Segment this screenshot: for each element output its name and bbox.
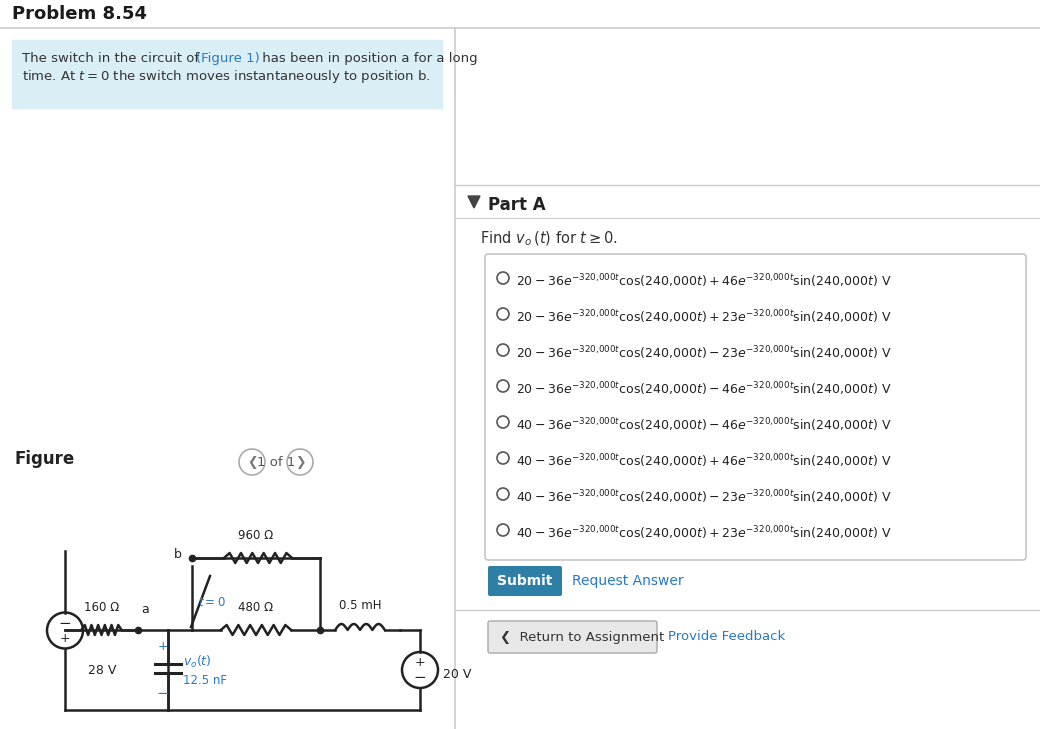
Circle shape [239, 449, 265, 475]
Circle shape [497, 308, 509, 320]
Text: +: + [415, 657, 425, 669]
Text: $20 - 36e^{-320{,}000t}\cos(240{,}000t) - 23e^{-320{,}000t}\sin(240{,}000t)\text: $20 - 36e^{-320{,}000t}\cos(240{,}000t) … [516, 344, 891, 362]
Text: $40 - 36e^{-320{,}000t}\cos(240{,}000t) + 23e^{-320{,}000t}\sin(240{,}000t)\text: $40 - 36e^{-320{,}000t}\cos(240{,}000t) … [516, 524, 891, 542]
Text: 28 V: 28 V [88, 663, 116, 677]
Text: 0.5 mH: 0.5 mH [339, 599, 382, 612]
Bar [12, 40, 442, 108]
Text: $40 - 36e^{-320{,}000t}\cos(240{,}000t) - 46e^{-320{,}000t}\sin(240{,}000t)\text: $40 - 36e^{-320{,}000t}\cos(240{,}000t) … [516, 416, 891, 434]
Circle shape [402, 652, 438, 688]
Circle shape [497, 452, 509, 464]
Text: b: b [174, 547, 182, 561]
Text: Problem 8.54: Problem 8.54 [12, 5, 147, 23]
Circle shape [497, 524, 509, 536]
Text: $20 - 36e^{-320{,}000t}\cos(240{,}000t) - 46e^{-320{,}000t}\sin(240{,}000t)\text: $20 - 36e^{-320{,}000t}\cos(240{,}000t) … [516, 380, 891, 397]
Circle shape [497, 344, 509, 356]
Text: −: − [58, 616, 72, 631]
Text: Provide Feedback: Provide Feedback [668, 631, 785, 644]
Text: Submit: Submit [497, 574, 552, 588]
Text: 12.5 nF: 12.5 nF [183, 674, 227, 687]
FancyBboxPatch shape [488, 621, 657, 653]
Text: 1 of 1: 1 of 1 [257, 456, 295, 469]
Text: $20 - 36e^{-320{,}000t}\cos(240{,}000t) + 23e^{-320{,}000t}\sin(240{,}000t)\text: $20 - 36e^{-320{,}000t}\cos(240{,}000t) … [516, 308, 891, 326]
Text: (Figure 1): (Figure 1) [196, 52, 260, 65]
Text: Request Answer: Request Answer [572, 574, 683, 588]
Text: $t = 0$: $t = 0$ [198, 596, 226, 609]
Text: a: a [141, 603, 149, 616]
Text: ❯: ❯ [294, 456, 306, 469]
Text: Part A: Part A [488, 196, 546, 214]
Text: 960 Ω: 960 Ω [238, 529, 274, 542]
Text: Find $v_o\,(t)$ for $t \geq 0$.: Find $v_o\,(t)$ for $t \geq 0$. [480, 230, 618, 249]
Text: −: − [157, 687, 170, 701]
Text: The switch in the circuit of: The switch in the circuit of [22, 52, 204, 65]
Circle shape [497, 488, 509, 500]
Text: $20 - 36e^{-320{,}000t}\cos(240{,}000t) + 46e^{-320{,}000t}\sin(240{,}000t)\text: $20 - 36e^{-320{,}000t}\cos(240{,}000t) … [516, 272, 891, 289]
Text: 20 V: 20 V [443, 668, 471, 680]
Circle shape [497, 380, 509, 392]
Text: −: − [414, 671, 426, 685]
Text: time. At $t = 0$ the switch moves instantaneously to position b.: time. At $t = 0$ the switch moves instan… [22, 68, 431, 85]
Text: 480 Ω: 480 Ω [238, 601, 274, 614]
Text: $40 - 36e^{-320{,}000t}\cos(240{,}000t) - 23e^{-320{,}000t}\sin(240{,}000t)\text: $40 - 36e^{-320{,}000t}\cos(240{,}000t) … [516, 488, 891, 506]
Text: +: + [59, 632, 71, 645]
Text: $40 - 36e^{-320{,}000t}\cos(240{,}000t) + 46e^{-320{,}000t}\sin(240{,}000t)\text: $40 - 36e^{-320{,}000t}\cos(240{,}000t) … [516, 452, 891, 469]
Text: has been in position a for a long: has been in position a for a long [258, 52, 477, 65]
Circle shape [497, 272, 509, 284]
Text: 160 Ω: 160 Ω [84, 601, 120, 614]
Circle shape [497, 416, 509, 428]
Text: Figure: Figure [14, 450, 74, 468]
Polygon shape [468, 196, 480, 208]
Text: ❮  Return to Assignment: ❮ Return to Assignment [500, 631, 665, 644]
FancyBboxPatch shape [488, 566, 562, 596]
Text: +: + [158, 640, 168, 653]
FancyBboxPatch shape [485, 254, 1026, 560]
Circle shape [47, 612, 83, 649]
Circle shape [287, 449, 313, 475]
Text: $v_o(t)$: $v_o(t)$ [183, 654, 212, 670]
Text: ❮: ❮ [246, 456, 257, 469]
